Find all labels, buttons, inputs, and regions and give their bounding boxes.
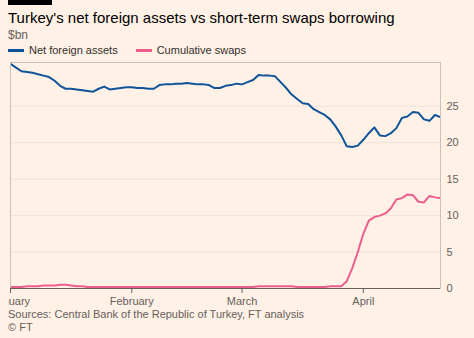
svg-text:20: 20 <box>447 136 459 148</box>
svg-text:10: 10 <box>447 209 459 221</box>
svg-text:25: 25 <box>447 100 459 112</box>
svg-text:0: 0 <box>447 282 453 294</box>
svg-text:5: 5 <box>447 246 453 258</box>
svg-text:January: January <box>8 295 31 307</box>
html-text:$bn: $bn <box>8 28 28 42</box>
html-text:© FT: © FT <box>8 321 33 333</box>
html-text:Cumulative swaps: Cumulative swaps <box>156 44 246 56</box>
html-text:Turkey's net foreign assets vs: Turkey's net foreign assets vs short-ter… <box>8 9 395 26</box>
svg-text:March: March <box>227 295 258 307</box>
html-text:Sources: Central Bank of the R: Sources: Central Bank of the Republic of… <box>8 308 305 320</box>
svg-text:February: February <box>110 295 155 307</box>
svg-text:15: 15 <box>447 173 459 185</box>
html-text:Net foreign assets: Net foreign assets <box>29 44 118 56</box>
svg-text:April: April <box>352 295 374 307</box>
